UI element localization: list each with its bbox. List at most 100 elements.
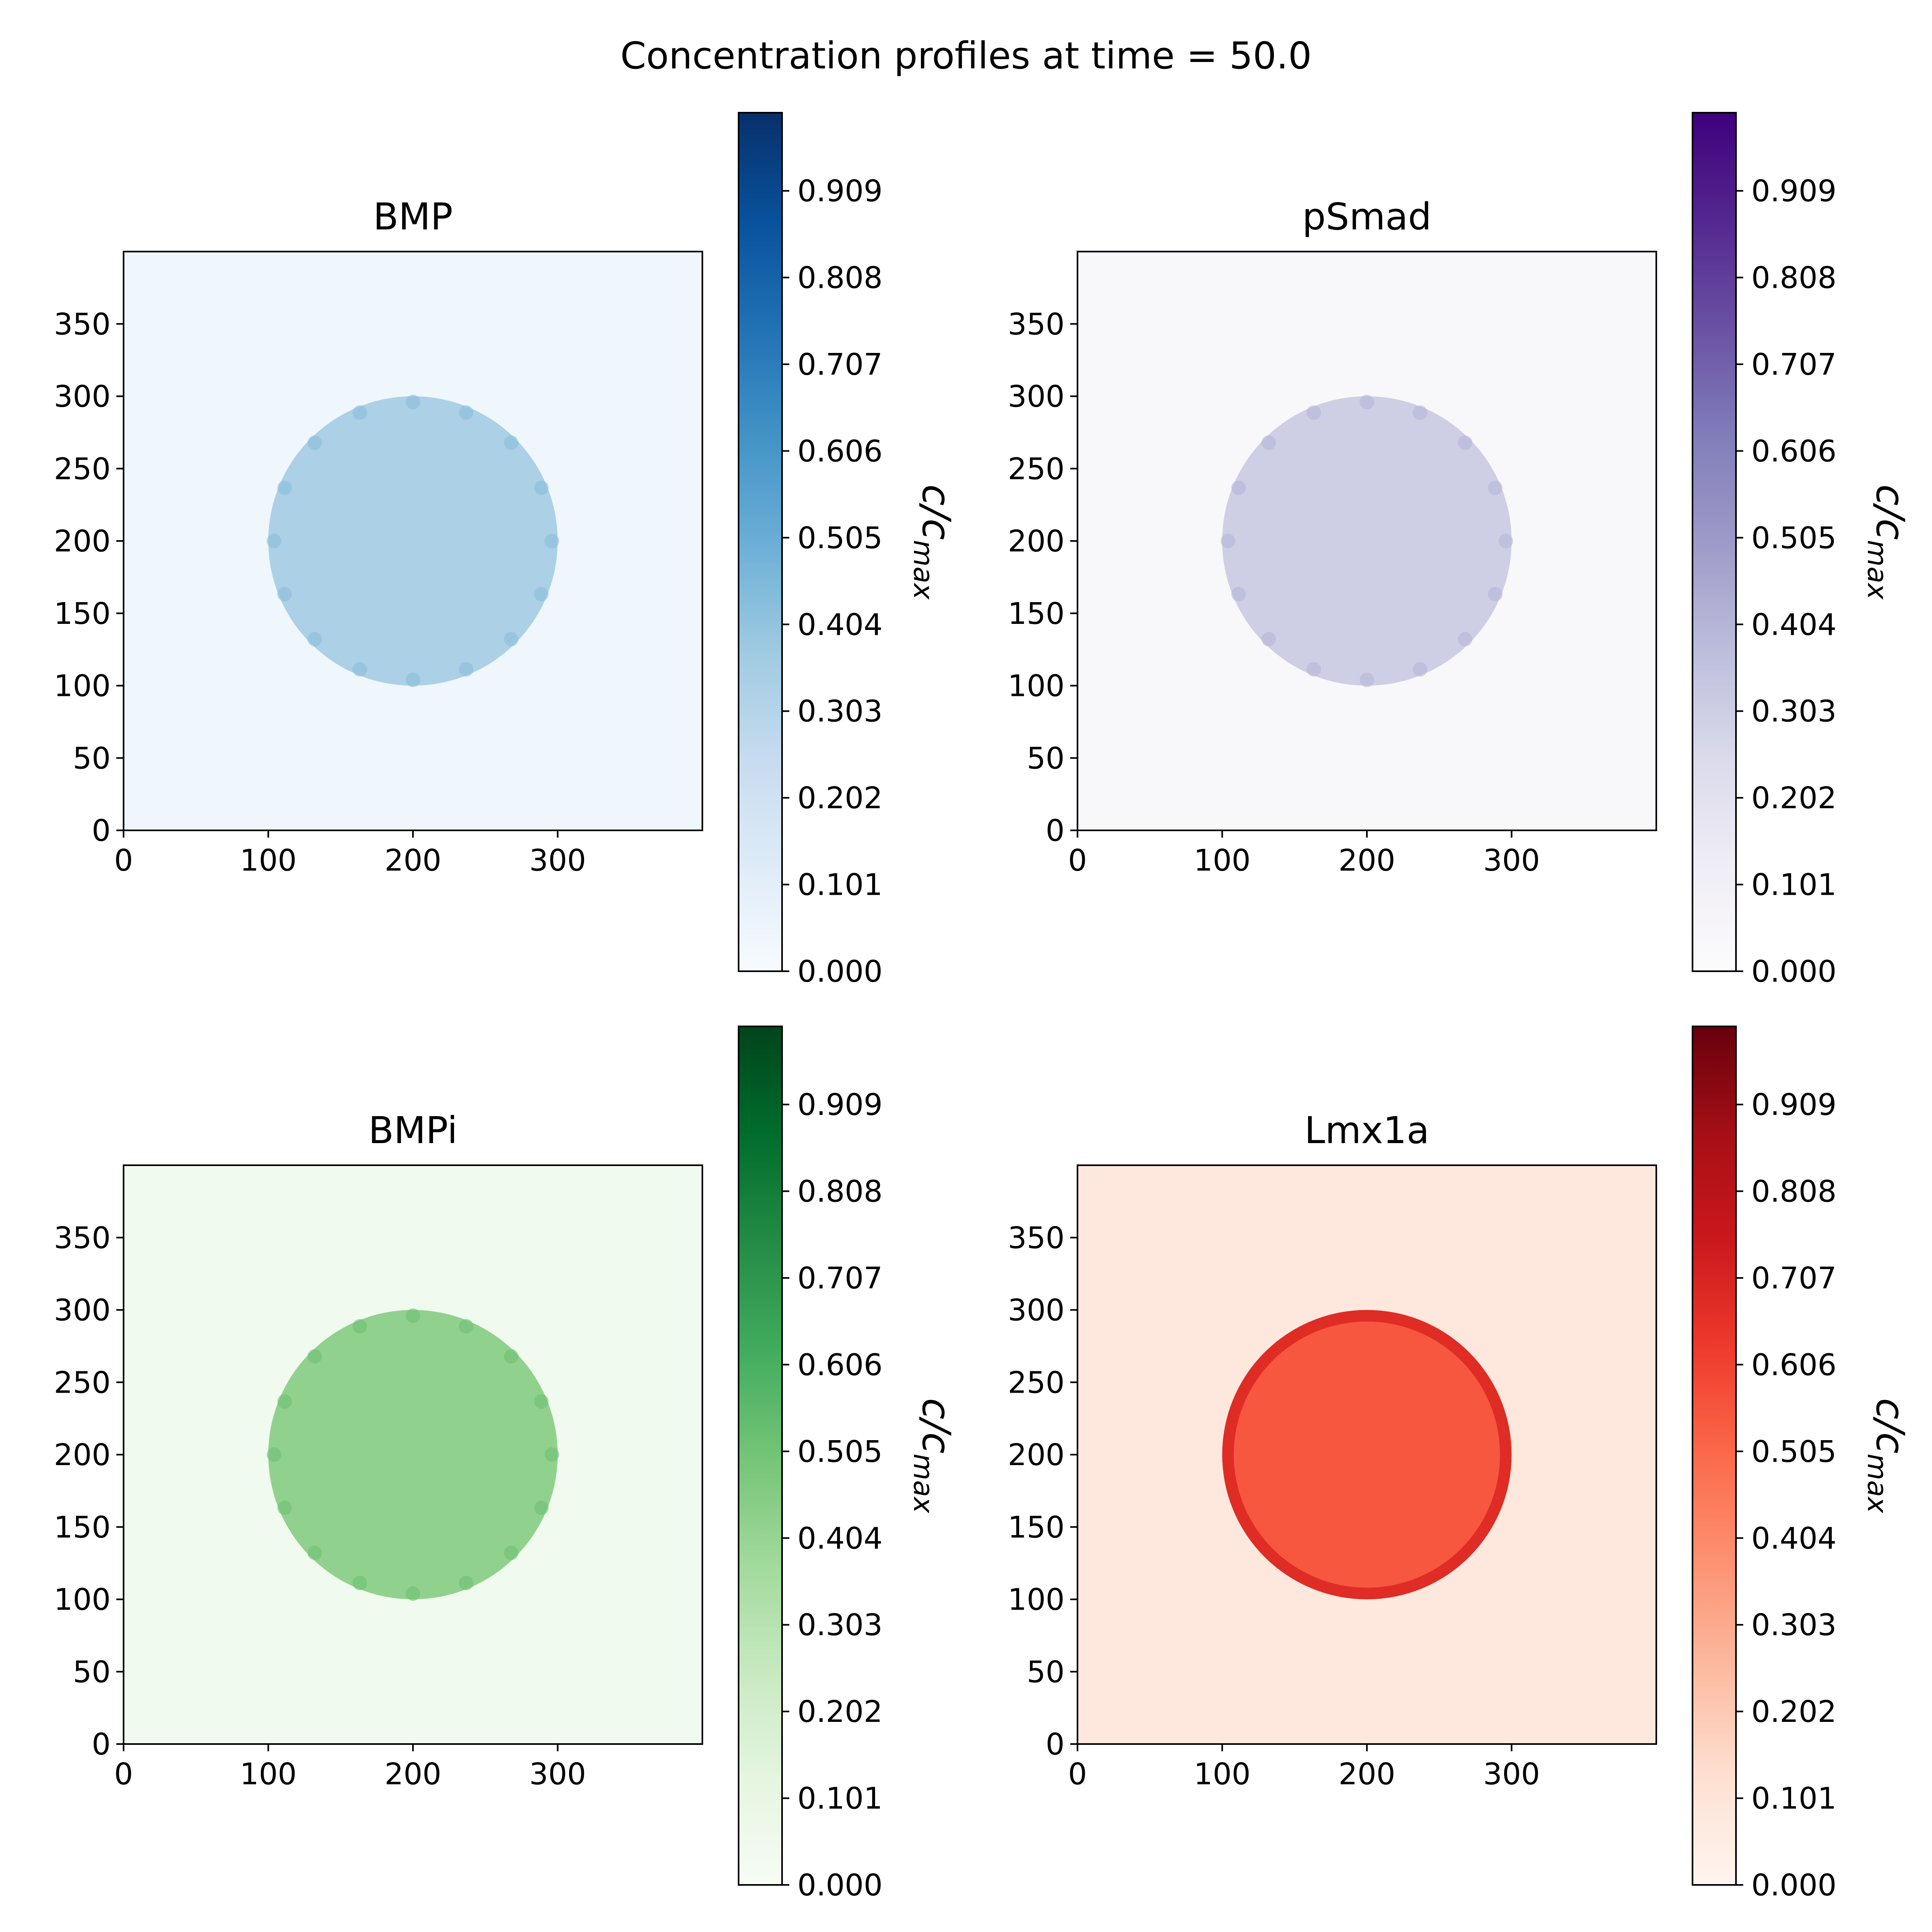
colorbar-tick-label: 0.000 — [1751, 1868, 1837, 1903]
x-tick-label: 100 — [240, 843, 297, 878]
colorbar-label: c/cmax — [907, 484, 959, 600]
disk-edge-spot — [504, 1546, 519, 1560]
colorbar-tick-label: 0.909 — [797, 1088, 883, 1122]
disk-region — [268, 396, 558, 686]
colorbar-tick-label: 0.505 — [1751, 521, 1837, 555]
y-tick-label: 300 — [54, 380, 111, 414]
disk-edge-spot — [1306, 662, 1321, 677]
y-tick-label: 100 — [1008, 669, 1065, 704]
disk-edge-spot — [1231, 480, 1246, 495]
colorbar-tick-label: 0.404 — [1751, 1521, 1837, 1556]
disk-edge-spot — [459, 662, 474, 677]
y-tick-label: 150 — [1008, 1510, 1065, 1545]
colorbar — [738, 112, 783, 972]
colorbar-label: c/cmax — [1861, 1398, 1913, 1513]
colorbar-tick-label: 0.909 — [1751, 174, 1837, 208]
disk-edge-spot — [352, 1319, 367, 1334]
colorbar-tick-label: 0.101 — [797, 1781, 883, 1816]
x-tick-label: 0 — [1068, 843, 1087, 878]
colorbar-tick-label: 0.303 — [797, 1608, 883, 1643]
y-tick-label: 200 — [1008, 524, 1065, 559]
colorbar — [1692, 1026, 1737, 1886]
disk-edge-spot — [277, 480, 292, 495]
x-tick-label: 100 — [1194, 1757, 1251, 1792]
figure-title: Concentration profiles at time = 50.0 — [620, 34, 1312, 77]
colorbar-tick-label: 0.000 — [797, 1868, 883, 1903]
colorbar-tick-label: 0.808 — [1751, 261, 1837, 295]
disk-edge-spot — [1231, 587, 1246, 602]
disk-region — [268, 1310, 558, 1600]
colorbar-tick-label: 0.202 — [797, 1695, 883, 1729]
colorbar — [1692, 112, 1737, 972]
y-tick-label: 0 — [1046, 1727, 1065, 1762]
y-tick-label: 0 — [92, 1727, 111, 1762]
y-tick-label: 100 — [54, 1583, 111, 1617]
disk-edge-spot — [534, 1394, 549, 1409]
disk-edge-spot — [406, 673, 420, 687]
disk-edge-spot — [1488, 480, 1503, 495]
colorbar-tick-label: 0.707 — [797, 1261, 883, 1296]
x-tick-label: 0 — [1068, 1757, 1087, 1792]
y-tick-label: 150 — [54, 1510, 111, 1545]
colorbar-tick-label: 0.606 — [797, 434, 883, 469]
colorbar-tick-label: 0.505 — [797, 521, 883, 555]
colorbar-tick-label: 0.505 — [797, 1435, 883, 1469]
y-tick-label: 350 — [54, 1221, 111, 1255]
disk-edge-spot — [277, 1501, 292, 1515]
x-tick-label: 100 — [240, 1757, 297, 1792]
y-tick-label: 100 — [1008, 1583, 1065, 1617]
disk-edge-spot — [1488, 587, 1503, 602]
y-tick-label: 350 — [1008, 1221, 1065, 1255]
y-tick-label: 350 — [1008, 307, 1065, 342]
colorbar-tick-label: 0.606 — [1751, 1348, 1837, 1382]
colorbar-tick-label: 0.808 — [1751, 1174, 1837, 1209]
y-tick-label: 300 — [54, 1293, 111, 1328]
panel-title: BMPi — [368, 1109, 458, 1152]
disk-edge-spot — [504, 632, 519, 647]
disk-edge-spot — [534, 1501, 549, 1515]
colorbar-tick-label: 0.000 — [1751, 954, 1837, 989]
y-tick-label: 250 — [54, 452, 111, 486]
y-tick-label: 250 — [1008, 452, 1065, 486]
colorbar-tick-label: 0.909 — [797, 174, 883, 208]
disk-edge-spot — [1499, 534, 1513, 548]
disk-edge-spot — [307, 435, 322, 450]
y-tick-label: 200 — [54, 524, 111, 559]
disk-edge-spot — [266, 1447, 281, 1462]
x-tick-label: 200 — [1338, 1757, 1395, 1792]
x-tick-label: 200 — [384, 843, 441, 878]
disk-edge-spot — [406, 1586, 420, 1601]
disk-edge-spot — [1360, 394, 1374, 409]
x-tick-label: 300 — [1483, 1757, 1540, 1792]
panel-psmad: pSmad 0 100 200 300 0 50 100 150 200 250 300 350 0.00… — [1008, 112, 1913, 989]
disk-edge-spot — [534, 480, 549, 495]
colorbar-tick-label: 0.404 — [1751, 607, 1837, 642]
disk-edge-spot — [307, 1349, 322, 1364]
disk-edge-spot — [459, 1575, 474, 1590]
x-tick-label: 0 — [114, 1757, 133, 1792]
y-tick-label: 150 — [1008, 597, 1065, 631]
disk-edge-spot — [1261, 435, 1276, 450]
colorbar-tick-label: 0.909 — [1751, 1088, 1837, 1122]
disk-edge-spot — [1261, 632, 1276, 647]
y-tick-label: 250 — [1008, 1365, 1065, 1400]
y-tick-label: 150 — [54, 597, 111, 631]
disk-edge-spot — [352, 1575, 367, 1590]
disk-edge-spot — [1413, 405, 1428, 420]
colorbar-tick-label: 0.707 — [1751, 347, 1837, 382]
panel-title: Lmx1a — [1305, 1109, 1429, 1152]
colorbar-tick-label: 0.202 — [797, 781, 883, 815]
disk-region — [1222, 396, 1512, 686]
x-tick-label: 300 — [1483, 843, 1540, 878]
colorbar-tick-label: 0.404 — [797, 607, 883, 642]
colorbar-tick-label: 0.606 — [797, 1348, 883, 1382]
colorbar-tick-label: 0.000 — [797, 954, 883, 989]
y-tick-label: 200 — [1008, 1438, 1065, 1472]
colorbar-tick-label: 0.707 — [1751, 1261, 1837, 1296]
y-tick-label: 100 — [54, 669, 111, 704]
x-tick-label: 300 — [529, 843, 586, 878]
colorbar-tick-label: 0.101 — [1751, 868, 1837, 902]
x-tick-label: 200 — [1338, 843, 1395, 878]
colorbar-tick-label: 0.707 — [797, 347, 883, 382]
